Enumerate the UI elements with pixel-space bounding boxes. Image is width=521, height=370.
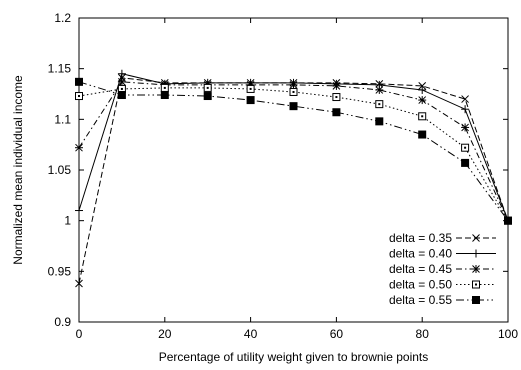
x-tick-label: 0 [76,327,83,341]
y-tick-label: 1.05 [48,163,72,177]
data-point [75,206,83,215]
data-point [375,117,384,126]
data-point [461,95,469,103]
data-point [75,77,83,86]
y-tick-label: 1.1 [54,112,71,126]
data-point [332,81,341,90]
x-axis-label: Percentage of utility weight given to br… [159,350,429,364]
y-tick-label: 0.9 [54,315,71,329]
data-point [117,91,126,100]
y-tick-label: 1 [64,214,71,228]
data-point [332,93,341,102]
legend-swatch-marker [472,249,480,258]
data-point [504,216,512,225]
data-point [160,83,169,92]
x-tick-label: 100 [498,327,518,341]
x-tick-label: 40 [244,327,258,341]
series-line [78,81,509,221]
legend-swatch-marker [472,265,480,273]
x-tick-label: 60 [330,327,344,341]
data-point [246,96,255,105]
series-line [78,81,509,221]
plot-frame [78,17,509,323]
data-point [375,100,384,109]
legend-item: delta = 0.50 [389,278,496,292]
legend-item: delta = 0.45 [389,262,496,276]
y-tick-label: 1.2 [54,11,71,25]
legend-item: delta = 0.40 [389,247,496,261]
data-point [461,123,470,132]
data-point [461,143,470,152]
axis-ticks: 0 20 40 60 80 100 0.9 0.95 1 1.05 1.1 1.15 1.2 [48,11,519,341]
data-point [75,279,83,288]
series-line [78,87,509,221]
data-point [461,105,470,114]
data-point [75,143,83,152]
y-axis-label: Normalized mean individual income [11,75,25,265]
legend-swatch-marker [472,280,480,289]
legend-label: delta = 0.45 [389,262,452,276]
legend-item: delta = 0.55 [389,293,496,307]
series-group [75,69,512,288]
legend-label: delta = 0.35 [389,231,452,245]
data-point [418,130,427,139]
data-point [332,108,341,117]
y-tick-label: 0.95 [48,264,72,278]
data-point [203,92,212,101]
data-point [117,77,126,86]
legend-item: delta = 0.35 [389,231,496,245]
legend-label: delta = 0.55 [389,293,452,307]
legend-label: delta = 0.40 [389,247,452,261]
legend-swatch-marker [472,234,480,242]
series-delta-0-45 [75,77,512,225]
data-point [160,91,169,100]
data-point [418,96,427,105]
data-point [289,102,298,111]
data-point [75,92,83,101]
legend-swatch-marker [472,296,480,304]
y-tick-label: 1.15 [48,62,72,76]
series-delta-0-55 [75,77,512,225]
data-point [117,69,126,78]
data-point [461,158,470,167]
data-point [418,112,427,121]
x-tick-label: 20 [158,327,172,341]
data-point [246,84,255,93]
data-point [203,83,212,92]
x-tick-label: 80 [416,327,430,341]
data-point [418,85,427,94]
data-point [375,85,384,94]
legend-label: delta = 0.50 [389,278,452,292]
data-point [289,87,298,96]
data-point [418,82,427,90]
data-point [289,80,298,89]
